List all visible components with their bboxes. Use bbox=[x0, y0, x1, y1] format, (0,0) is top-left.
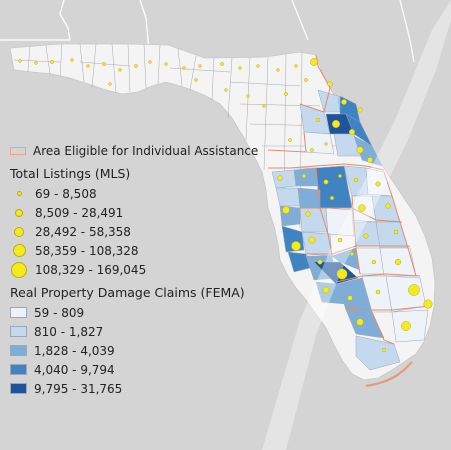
legend-claims-title: Real Property Damage Claims (FEMA) bbox=[10, 285, 245, 300]
ia-outline-swatch bbox=[10, 146, 26, 155]
legend-claims-label: 9,795 - 31,765 bbox=[34, 381, 123, 396]
legend-listings-label: 69 - 8,508 bbox=[35, 186, 97, 201]
legend-claims-item: 59 - 809 bbox=[10, 303, 270, 322]
claims-color-swatch bbox=[10, 345, 27, 356]
legend-listings-label: 108,329 - 169,045 bbox=[35, 262, 147, 277]
listing-dot-swatch bbox=[11, 261, 27, 278]
legend-ia-label: Area Eligible for Individual Assistance bbox=[33, 143, 259, 158]
claims-color-swatch bbox=[10, 307, 27, 318]
legend-listings-label: 28,492 - 58,358 bbox=[35, 224, 131, 239]
ia-eligible-outlines bbox=[267, 54, 431, 345]
legend-listings-item: 28,492 - 58,358 bbox=[10, 222, 270, 241]
listing-dots bbox=[18, 58, 433, 353]
legend-claims-label: 810 - 1,827 bbox=[34, 324, 104, 339]
legend-claims-list: 59 - 809 810 - 1,827 1,828 - 4,039 4,040 - … bbox=[10, 303, 270, 398]
legend-ia-row: Area Eligible for Individual Assistance bbox=[10, 141, 270, 160]
legend-claims-label: 4,040 - 9,794 bbox=[34, 362, 115, 377]
legend-listings-title: Total Listings (MLS) bbox=[10, 166, 131, 181]
legend-listings-label: 58,359 - 108,328 bbox=[35, 243, 139, 258]
legend-listings-item: 69 - 8,508 bbox=[10, 184, 270, 203]
listing-dot-swatch bbox=[14, 226, 24, 237]
listing-dot-swatch bbox=[12, 244, 26, 257]
map-legend: Area Eligible for Individual Assistance … bbox=[10, 141, 270, 398]
legend-listings-label: 8,509 - 28,491 bbox=[35, 205, 124, 220]
state-border-line-4 bbox=[399, 0, 415, 63]
county-lines bbox=[13, 43, 360, 229]
legend-claims-item: 9,795 - 31,765 bbox=[10, 379, 270, 398]
listing-dot-swatch-wrap bbox=[10, 191, 28, 196]
claims-color-swatch bbox=[10, 364, 27, 375]
legend-claims-item: 4,040 - 9,794 bbox=[10, 360, 270, 379]
listing-dot-swatch-wrap bbox=[10, 261, 28, 278]
legend-claims-item: 1,828 - 4,039 bbox=[10, 341, 270, 360]
legend-claims-item: 810 - 1,827 bbox=[10, 322, 270, 341]
legend-listings-item: 8,509 - 28,491 bbox=[10, 203, 270, 222]
legend-listings-item: 108,329 - 169,045 bbox=[10, 260, 270, 279]
listing-dot-swatch-wrap bbox=[10, 208, 28, 217]
listing-dot-swatch-wrap bbox=[10, 244, 28, 257]
state-border-line-3 bbox=[291, 0, 309, 41]
legend-claims-label: 1,828 - 4,039 bbox=[34, 343, 115, 358]
claims-color-swatch bbox=[10, 383, 27, 394]
legend-claims-label: 59 - 809 bbox=[34, 305, 85, 320]
state-border-line bbox=[0, 0, 71, 41]
legend-listings-item: 58,359 - 108,328 bbox=[10, 241, 270, 260]
claims-color-swatch bbox=[10, 326, 27, 337]
legend-listings-list: 69 - 8,508 8,509 - 28,491 28,492 - 58,358 5… bbox=[10, 184, 270, 279]
listing-dot-swatch bbox=[15, 208, 23, 217]
florida-keys bbox=[365, 361, 413, 388]
hurricane-track bbox=[262, 0, 451, 450]
listing-dot-swatch bbox=[16, 191, 22, 196]
listing-dot-swatch-wrap bbox=[10, 226, 28, 237]
